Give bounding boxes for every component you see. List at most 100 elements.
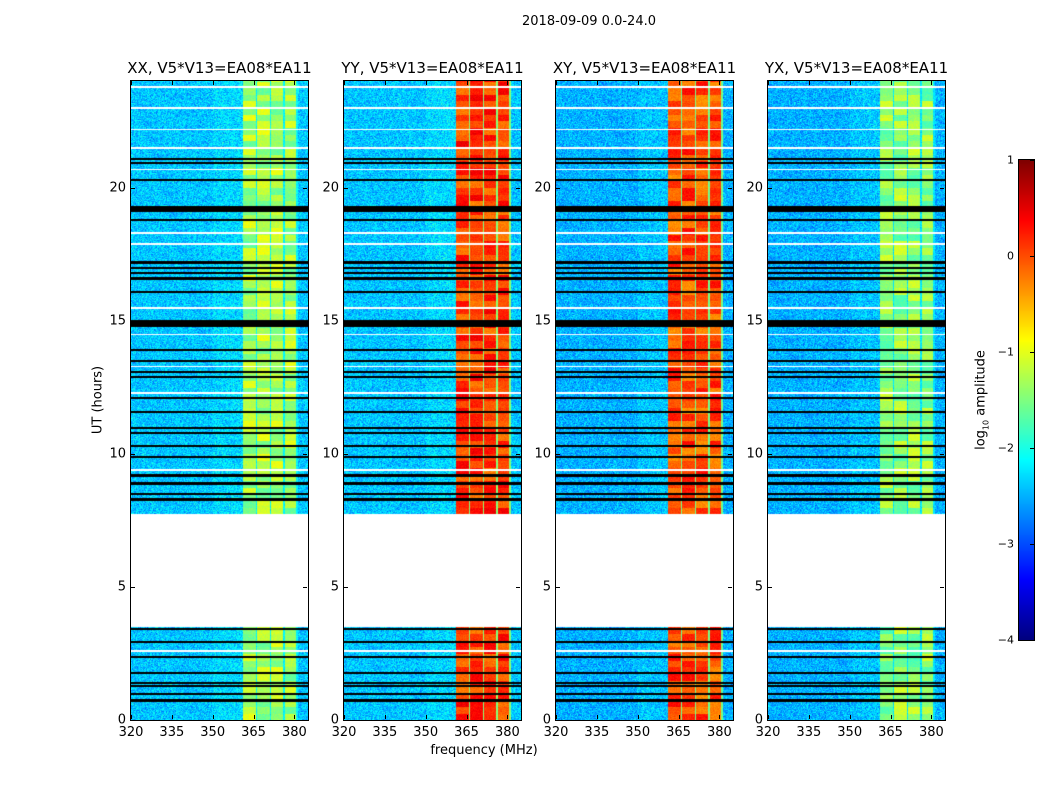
colorbar-label-rest: amplitude bbox=[973, 350, 989, 420]
y-tick-label: 10 bbox=[746, 446, 763, 462]
x-tick-mark bbox=[425, 81, 427, 85]
x-tick-label: 350 bbox=[200, 725, 226, 740]
x-tick-label: 335 bbox=[372, 725, 398, 740]
y-tick-mark bbox=[516, 453, 520, 455]
x-tick-mark bbox=[768, 81, 769, 85]
y-tick-label: 20 bbox=[109, 180, 126, 195]
x-tick-label: 380 bbox=[706, 725, 732, 740]
spectrogram-panel: XY, V5*V13=EA08*EA11 320 335 350 365 380 0 5 10 1… bbox=[534, 59, 736, 740]
y-tick-mark bbox=[131, 720, 135, 721]
spectrogram-image bbox=[768, 81, 945, 720]
spectrogram-panel: YX, V5*V13=EA08*EA11 320 335 350 365 380 0 5 10 1… bbox=[746, 59, 948, 740]
y-tick-label: 15 bbox=[746, 313, 763, 329]
x-tick-mark bbox=[384, 715, 386, 719]
x-tick-label: 350 bbox=[413, 725, 439, 740]
x-tick-label: 365 bbox=[666, 725, 691, 740]
y-tick-mark bbox=[556, 320, 560, 322]
y-tick-mark bbox=[728, 586, 732, 588]
x-tick-label: 320 bbox=[118, 725, 144, 740]
x-tick-mark bbox=[507, 715, 509, 719]
x-tick-mark bbox=[171, 715, 173, 719]
spectrogram-panel: YY, V5*V13=EA08*EA11 320 335 350 365 380 0 5 10 1… bbox=[322, 59, 523, 740]
spectrogram-image bbox=[131, 81, 308, 720]
x-tick-mark bbox=[808, 715, 810, 719]
x-tick-mark bbox=[294, 81, 296, 85]
x-tick-label: 320 bbox=[331, 725, 357, 740]
spectrogram-panel: XX, V5*V13=EA08*EA11 320 335 350 365 380 0 5 10 1… bbox=[109, 59, 311, 740]
colorbar-tick-label: −2 bbox=[997, 441, 1014, 455]
y-tick-label: 20 bbox=[322, 180, 339, 195]
x-tick-label: 380 bbox=[918, 725, 944, 740]
y-tick-mark bbox=[516, 586, 520, 588]
x-tick-mark bbox=[425, 715, 427, 719]
x-tick-mark bbox=[596, 81, 598, 85]
colorbar-tick-label: −4 bbox=[997, 633, 1014, 647]
x-tick-mark bbox=[678, 81, 680, 85]
y-tick-mark bbox=[303, 720, 307, 721]
y-tick-mark bbox=[516, 187, 520, 189]
x-tick-label: 335 bbox=[584, 725, 610, 740]
y-tick-mark bbox=[131, 320, 135, 322]
x-tick-mark bbox=[384, 81, 386, 85]
x-tick-mark bbox=[344, 81, 345, 85]
colorbar-label: log10 amplitude bbox=[974, 350, 991, 450]
colorbar-tick-mark bbox=[1030, 160, 1034, 161]
y-tick-mark bbox=[940, 320, 944, 322]
x-tick-mark bbox=[596, 715, 598, 719]
colorbar: 1 0 −1 −2 −3 −4 bbox=[998, 154, 1035, 647]
y-tick-mark bbox=[131, 586, 135, 588]
x-tick-label: 335 bbox=[159, 725, 185, 740]
y-tick-mark bbox=[516, 320, 520, 322]
x-tick-label: 365 bbox=[454, 725, 479, 740]
colorbar-label-log: log bbox=[973, 430, 989, 450]
y-tick-mark bbox=[940, 187, 944, 189]
x-tick-label: 365 bbox=[878, 725, 903, 740]
colorbar-tick-label: 0 bbox=[1007, 249, 1014, 263]
y-tick-label: 20 bbox=[534, 180, 551, 195]
y-tick-mark bbox=[940, 586, 944, 588]
x-tick-mark bbox=[212, 715, 214, 719]
x-tick-mark bbox=[466, 81, 468, 85]
y-tick-mark bbox=[556, 187, 560, 189]
x-tick-label: 335 bbox=[796, 725, 822, 740]
y-tick-label: 10 bbox=[109, 446, 126, 462]
y-tick-label: 0 bbox=[117, 712, 126, 728]
x-tick-label: 320 bbox=[543, 725, 569, 740]
y-tick-mark bbox=[344, 187, 348, 189]
x-tick-mark bbox=[637, 715, 639, 719]
y-tick-label: 10 bbox=[322, 446, 339, 462]
y-tick-mark bbox=[940, 453, 944, 455]
y-tick-mark bbox=[131, 187, 135, 189]
y-tick-label: 0 bbox=[542, 712, 551, 728]
y-tick-mark bbox=[768, 586, 772, 588]
colorbar-tick-mark bbox=[1030, 544, 1034, 545]
x-tick-mark bbox=[344, 715, 345, 719]
x-tick-mark bbox=[890, 715, 892, 719]
y-tick-label: 0 bbox=[330, 712, 339, 728]
colorbar-tick-label: −3 bbox=[997, 537, 1014, 551]
y-tick-label: 0 bbox=[754, 712, 763, 728]
y-tick-label: 15 bbox=[322, 313, 339, 329]
x-tick-mark bbox=[808, 81, 810, 85]
y-tick-mark bbox=[768, 720, 772, 721]
x-tick-mark bbox=[556, 81, 557, 85]
colorbar-gradient bbox=[1019, 160, 1034, 640]
y-tick-label: 5 bbox=[542, 579, 551, 595]
x-axis-label: frequency (MHz) bbox=[430, 743, 538, 758]
y-tick-mark bbox=[556, 453, 560, 455]
y-tick-mark bbox=[556, 720, 560, 721]
y-tick-mark bbox=[768, 187, 772, 189]
x-tick-mark bbox=[931, 81, 933, 85]
colorbar-tick-mark bbox=[1030, 640, 1034, 641]
y-tick-mark bbox=[131, 453, 135, 455]
colorbar-label-sub: 10 bbox=[981, 419, 991, 431]
y-tick-mark bbox=[728, 720, 732, 721]
y-tick-mark bbox=[303, 586, 307, 588]
x-tick-label: 380 bbox=[281, 725, 307, 740]
colorbar-tick-mark bbox=[1030, 352, 1034, 353]
x-tick-mark bbox=[171, 81, 173, 85]
y-tick-label: 20 bbox=[746, 180, 763, 195]
panel-title: XY, V5*V13=EA08*EA11 bbox=[552, 59, 737, 77]
y-tick-mark bbox=[728, 320, 732, 322]
